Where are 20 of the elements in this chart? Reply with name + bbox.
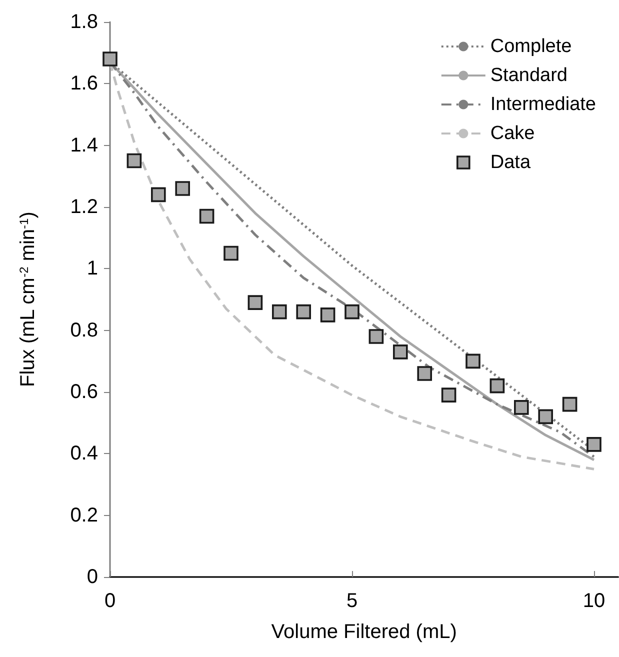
x-tick-label: 0	[104, 590, 116, 612]
y-tick-label: 1.4	[70, 134, 98, 156]
y-tick-label: 0.8	[70, 319, 98, 342]
y-tick-label: 1	[86, 258, 98, 280]
x-axis-title: Volume Filtered (mL)	[271, 621, 457, 643]
y-tick-label: 1.8	[70, 11, 98, 33]
y-tick-label: 0	[86, 566, 98, 588]
legend-label: Data	[490, 152, 531, 173]
legend-label: Cake	[490, 123, 535, 144]
x-tick-label: 5	[346, 590, 358, 612]
y-axis-title: Flux (mL cm-2 min-1)	[17, 212, 39, 388]
x-tick-label: 10	[582, 590, 606, 612]
y-tick-label: 1.2	[70, 196, 98, 218]
y-tick-label: 1.6	[70, 72, 98, 95]
legend-label: Intermediate	[490, 94, 596, 115]
y-tick-label: 0.2	[70, 504, 98, 526]
y-tick-label: 0.6	[70, 381, 98, 403]
legend-label: Complete	[490, 36, 572, 57]
legend-label: Standard	[490, 65, 568, 86]
y-tick-label: 0.4	[70, 442, 98, 465]
